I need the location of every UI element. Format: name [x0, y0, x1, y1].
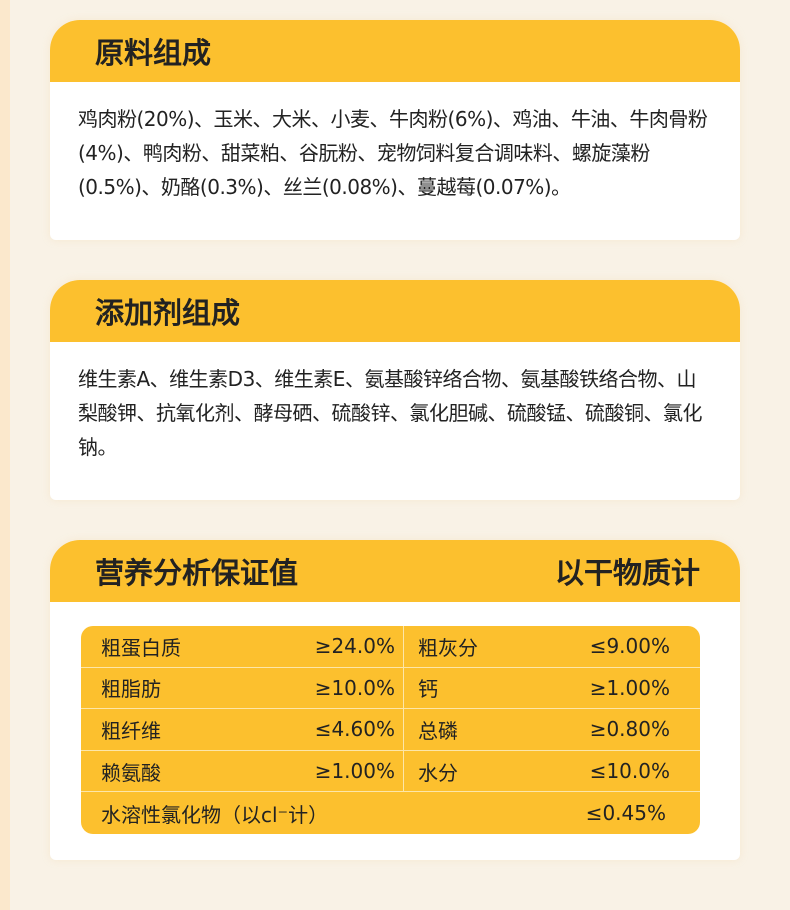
nutrient-value: ≥1.00% [314, 759, 395, 784]
nutrient-name: 赖氨酸 [101, 760, 161, 785]
nutrition-card: 营养分析保证值 以干物质计 粗蛋白质 ≥24.0% 粗灰分 ≤9.00% 粗脂肪 ≥10.… [50, 540, 740, 860]
nutrient-value: ≥0.80% [589, 717, 670, 742]
additives-card: 添加剂组成 维生素A、维生素D3、维生素E、氨基酸锌络合物、氨基酸铁络合物、山梨… [50, 280, 740, 500]
nutrient-name: 总磷 [418, 718, 458, 743]
nutrition-cell: 水分 ≤10.0% [404, 751, 700, 792]
nutrient-value: ≤9.00% [589, 634, 670, 659]
nutrient-value: ≥1.00% [589, 675, 670, 700]
table-row: 粗蛋白质 ≥24.0% 粗灰分 ≤9.00% [81, 626, 700, 668]
additives-text: 维生素A、维生素D3、维生素E、氨基酸锌络合物、氨基酸铁络合物、山梨酸钾、抗氧化… [78, 367, 703, 459]
nutrition-cell: 粗脂肪 ≥10.0% [81, 667, 404, 709]
table-row: 粗脂肪 ≥10.0% 钙 ≥1.00% [81, 667, 700, 710]
nutrition-cell: 赖氨酸 ≥1.00% [81, 750, 404, 792]
table-row: 粗纤维 ≤4.60% 总磷 ≥0.80% [81, 709, 700, 751]
nutrition-basis: 以干物质计 [554, 556, 700, 590]
raw-materials-card: 原料组成 鸡肉粉(20%)、玉米、大米、小麦、牛肉粉(6%)、鸡油、牛油、牛肉骨… [50, 20, 740, 240]
nutrient-name: 水分 [418, 760, 458, 785]
nutrient-name: 水溶性氯化物（以cl⁻计） [101, 802, 329, 827]
additives-title: 添加剂组成 [50, 280, 740, 342]
nutrient-value: ≤4.60% [314, 717, 395, 742]
nutrient-name: 粗蛋白质 [101, 635, 181, 660]
raw-materials-title: 原料组成 [50, 20, 740, 82]
nutrition-cell: 钙 ≥1.00% [404, 668, 700, 709]
nutrient-name: 粗纤维 [101, 718, 161, 743]
raw-materials-text: 鸡肉粉(20%)、玉米、大米、小麦、牛肉粉(6%)、鸡油、牛油、牛肉骨粉(4%)… [78, 107, 708, 199]
nutrition-cell: 粗蛋白质 ≥24.0% [81, 626, 404, 667]
nutrient-value: ≥24.0% [314, 634, 395, 659]
nutrition-cell: 水溶性氯化物（以cl⁻计） ≤0.45% [81, 792, 700, 834]
nutrient-value: ≥10.0% [314, 675, 395, 700]
nutrient-value: ≤0.45% [585, 801, 666, 826]
nutrition-cell: 总磷 ≥0.80% [404, 709, 700, 750]
table-row: 水溶性氯化物（以cl⁻计） ≤0.45% [81, 792, 700, 834]
nutrition-title: 营养分析保证值 [95, 556, 299, 590]
nutrition-cell: 粗灰分 ≤9.00% [404, 626, 700, 667]
table-row: 赖氨酸 ≥1.00% 水分 ≤10.0% [81, 750, 700, 793]
nutrient-name: 粗灰分 [418, 635, 478, 660]
nutrient-name: 钙 [418, 677, 438, 702]
nutrient-name: 粗脂肪 [101, 677, 161, 702]
nutrition-header: 营养分析保证值 以干物质计 [50, 540, 740, 602]
nutrition-cell: 粗纤维 ≤4.60% [81, 709, 404, 750]
nutrition-table: 粗蛋白质 ≥24.0% 粗灰分 ≤9.00% 粗脂肪 ≥10.0% 钙 ≥1.00% 粗纤维 ≤4… [81, 626, 700, 834]
nutrient-value: ≤10.0% [589, 759, 670, 784]
